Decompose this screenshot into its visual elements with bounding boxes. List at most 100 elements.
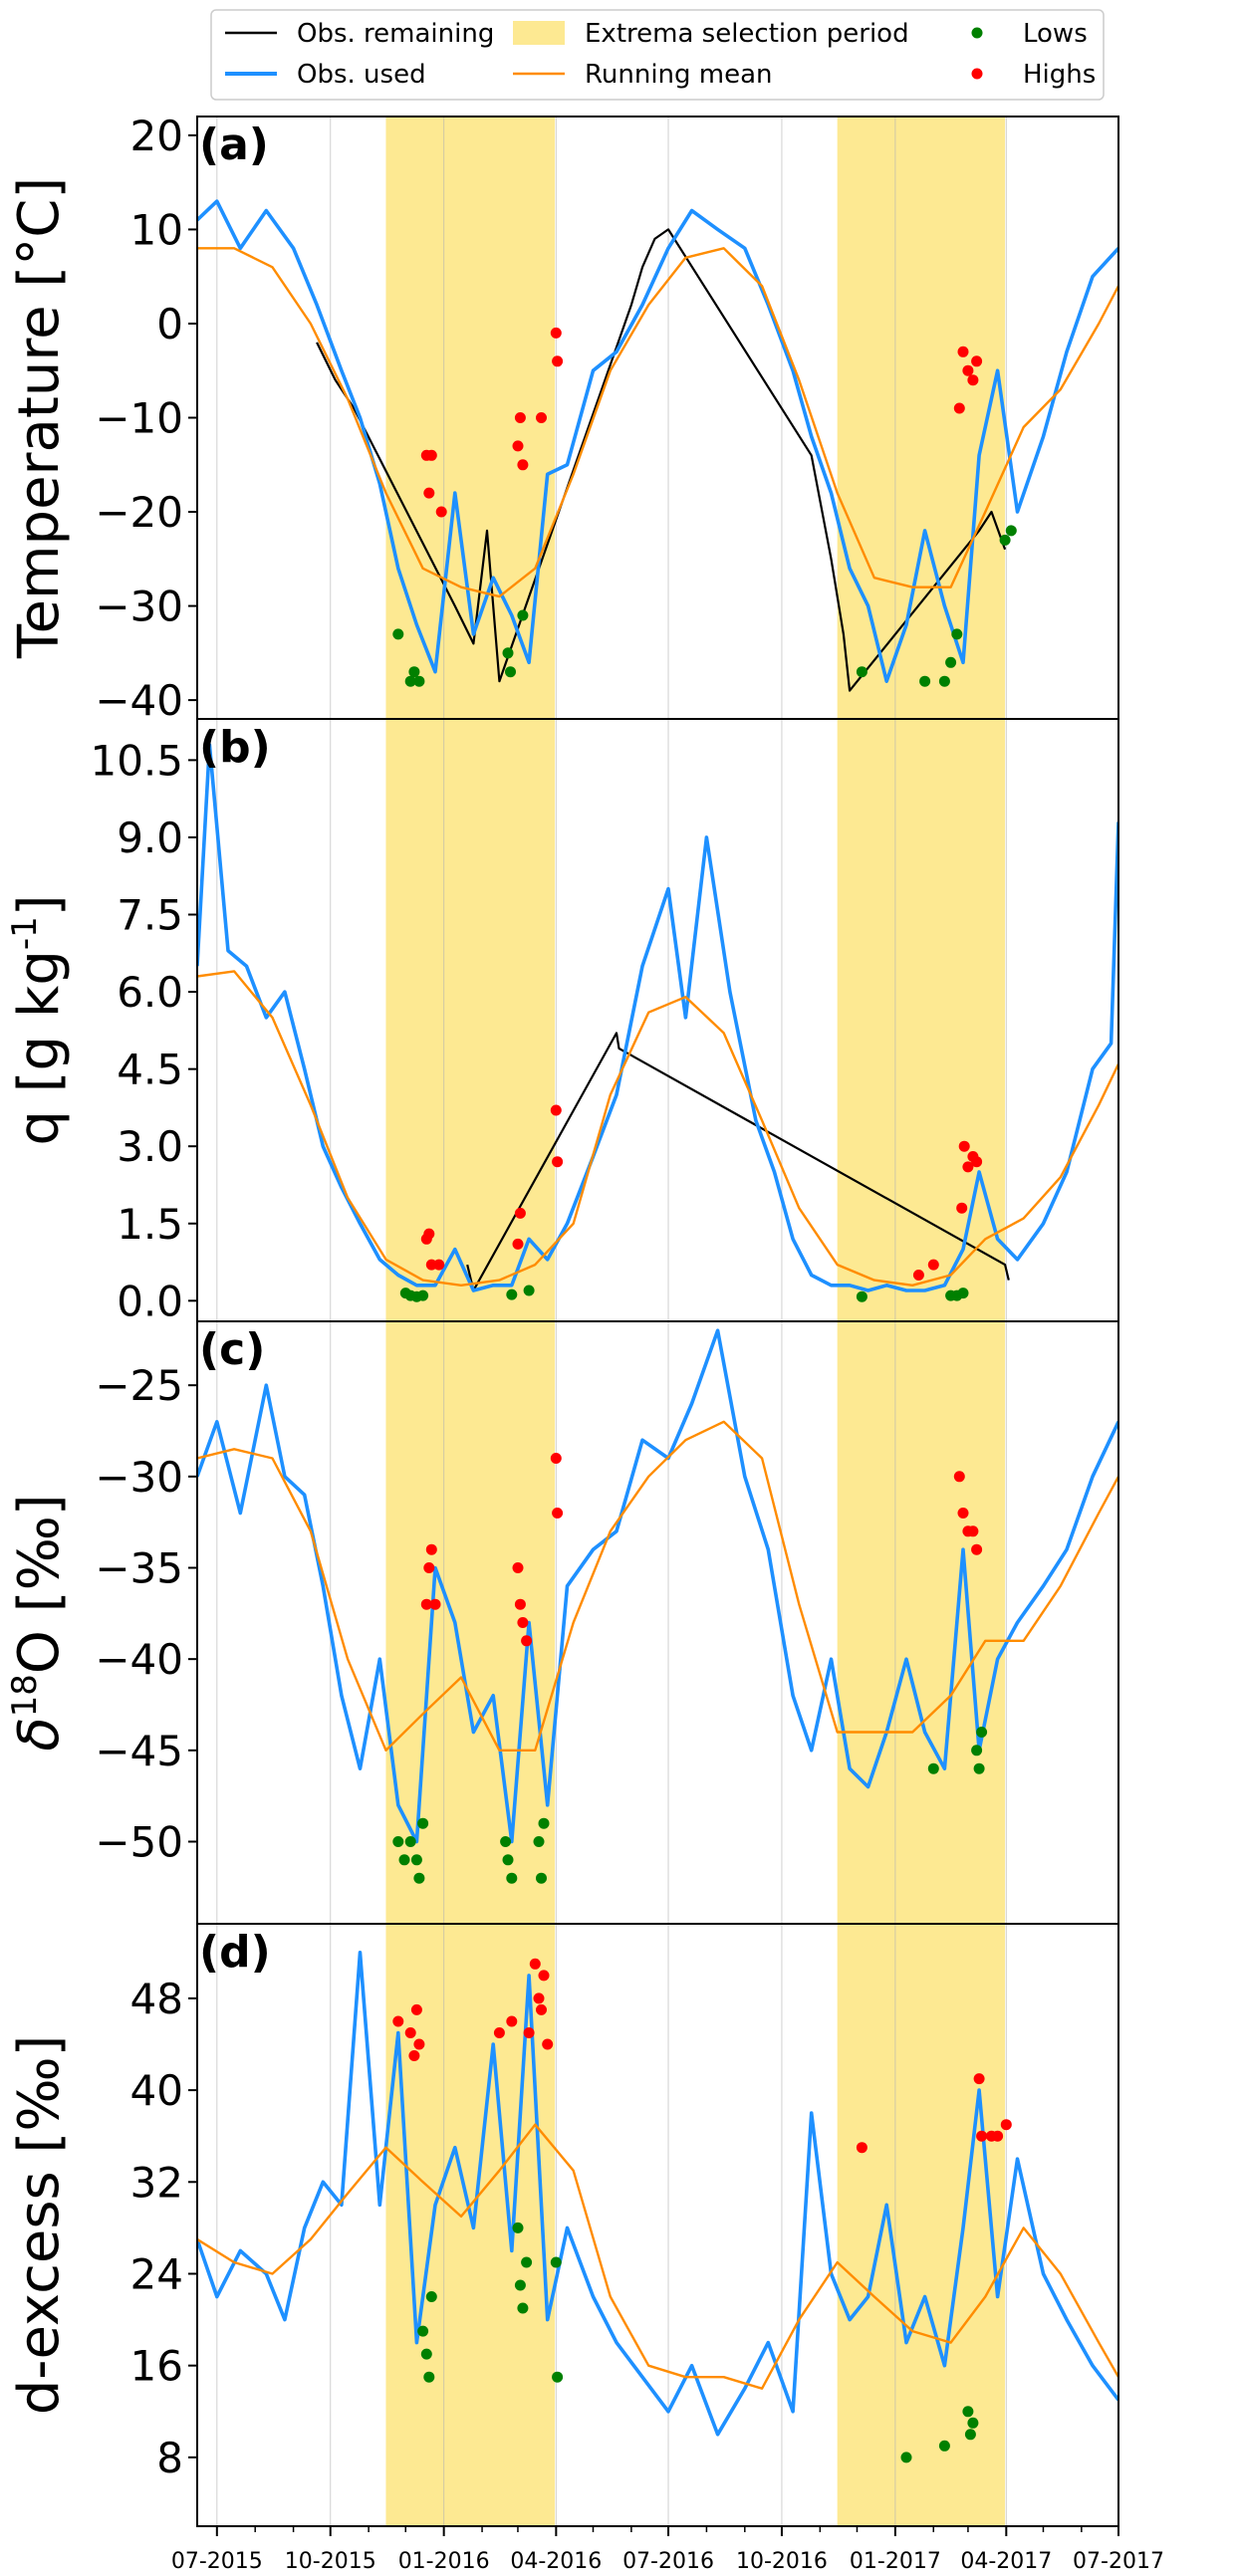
low-point [500,1836,512,1847]
high-point [953,402,965,414]
high-point [420,1598,432,1610]
legend-label-period: Extrema selection period [585,19,909,49]
legend-entry-lows: Lows [971,19,1088,49]
y-tick-label: 10.5 [90,736,183,785]
y-tick-label: −50 [95,1818,183,1867]
series-used [197,743,1118,1292]
panel-letter: (d) [199,1927,271,1978]
series-remaining [316,228,1007,692]
low-point [957,1288,969,1299]
high-point [435,506,447,518]
high-point [392,2015,404,2027]
y-tick-label: 9.0 [117,814,183,862]
legend-swatch-lows [971,27,983,39]
y-tick-label: −30 [95,583,183,631]
high-point [536,2003,547,2015]
low-point [976,1727,988,1738]
legend-label-used: Obs. used [297,60,426,90]
y-axis-title: q [g kg-1] [5,894,72,1145]
low-point [964,2429,976,2441]
extrema-selection-period-1 [837,1924,1006,2526]
legend-label-mean: Running mean [585,60,773,90]
high-point [1000,2119,1012,2131]
low-point [550,2256,562,2268]
high-point [953,1471,965,1483]
high-point [521,1635,533,1647]
high-point [856,2142,867,2154]
y-axis-title-superscript: -1 [5,916,45,950]
legend-label-lows: Lows [1023,19,1088,49]
series-mean [197,1420,1118,1753]
series-used [197,1328,1118,1844]
y-axis-title-superscript: 18 [5,1674,45,1717]
panel-plot-area [197,117,1118,719]
high-point [423,487,435,499]
high-point [512,1238,524,1250]
low-point [999,534,1011,546]
low-point [538,1817,550,1829]
y-tick-label: 7.5 [117,890,183,939]
low-point [552,2371,564,2383]
low-point [398,1854,410,1866]
high-point [408,2050,420,2061]
high-point [927,1259,939,1271]
legend-swatch-highs [971,68,983,80]
high-point [506,2015,518,2027]
high-point [552,1156,564,1168]
legend: Obs. remaining Obs. used Extrema selection… [210,9,1105,101]
y-tick-label: −45 [95,1727,183,1775]
high-point [962,364,974,376]
y-axis-title-bracket: ] [7,894,72,916]
y-tick-label: 8 [156,2434,183,2482]
high-point [958,1140,970,1152]
high-point [971,1543,983,1555]
panel-2: −25 −30 −35 −40 −45 −50 (c) δ18O [‰] [5,1320,1119,1925]
low-point [517,2302,529,2314]
low-point [392,628,404,640]
low-point [973,1762,985,1774]
high-point [967,1525,979,1537]
low-point [945,656,957,668]
legend-entry-period: Extrema selection period [513,19,909,49]
y-tick-label: −10 [95,394,183,443]
high-point [410,2003,422,2015]
high-point [529,1958,541,1970]
high-point [550,327,562,339]
high-point [538,1970,550,1982]
y-tick-label: −40 [95,676,183,725]
low-point [536,1872,547,1884]
legend-entry-mean: Running mean [513,60,773,90]
x-tick-label: 07-2015 [171,2549,263,2574]
high-point [423,1228,435,1240]
high-point [433,1259,445,1271]
y-tick-label: 32 [130,2158,183,2207]
panel-plot-area [197,1924,1118,2526]
low-point [506,1872,518,1884]
low-point [967,2417,979,2429]
high-point [992,2130,1004,2142]
x-tick-label: 10-2015 [285,2549,376,2574]
x-tick-label: 04-2017 [960,2549,1052,2574]
high-point [514,1207,526,1219]
high-point [976,2130,988,2142]
y-tick-label: 10 [130,205,183,254]
y-tick-label: 4.5 [117,1046,183,1094]
low-point [962,2406,974,2418]
high-point [413,2038,425,2050]
high-point [962,1161,974,1173]
y-axis-title-text: q [g kg [7,950,72,1146]
shared-x-axis: 07-2015 10-2015 01-2016 04-2016 07-2016 10-20… [171,2526,1164,2574]
panels: 20 10 0 −10 −20 −30 −40 (a) Temperature [°C] 10.5… [5,112,1119,2527]
y-axis-title: δ18O [‰] [5,1494,72,1751]
y-axis-title-delta: δ [7,1717,72,1751]
high-point [533,1992,545,2004]
extrema-selection-period-1 [837,117,1006,719]
low-point [856,666,867,678]
panel-plot-area [197,719,1118,1321]
high-point [956,1202,968,1214]
low-point [517,609,529,621]
high-point [404,2027,416,2038]
low-point [425,2291,437,2302]
low-point [502,1854,514,1866]
